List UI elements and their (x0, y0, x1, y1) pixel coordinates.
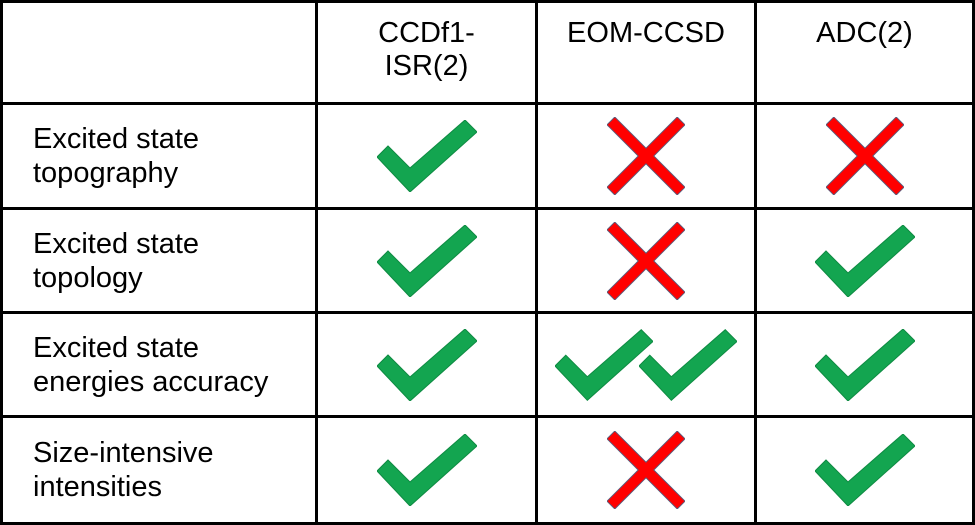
cross-shape (607, 117, 685, 195)
cross-icon (607, 431, 685, 509)
mark-cell (538, 105, 757, 210)
row-label-line: topography (33, 157, 179, 189)
mark-cell (538, 210, 757, 314)
cross-shape (607, 221, 685, 300)
mark-cell (318, 105, 538, 210)
row-label-line: intensities (33, 471, 162, 503)
row-label-topography: Excited state topography (3, 105, 318, 210)
column-header-line: ADC(2) (816, 17, 913, 49)
mark-cell (757, 210, 972, 314)
checkmark-shape (376, 434, 477, 506)
checkmark-icon (376, 328, 477, 401)
mark-cell (538, 314, 757, 418)
row-label-line: topology (33, 261, 143, 294)
checkmark-shape (814, 224, 915, 297)
row-label-size-intensive: Size-intensive intensities (3, 418, 318, 522)
checkmark-shape (376, 120, 477, 192)
mark-cell (318, 314, 538, 418)
checkmark-icon (376, 120, 477, 192)
row-label-line: Excited state (33, 123, 200, 155)
column-header-adc2: ADC(2) (757, 3, 972, 105)
checkmark-icon (376, 434, 477, 506)
checkmark-icon (814, 328, 915, 401)
mark-cell (757, 105, 972, 210)
checkmark-icon (814, 224, 915, 297)
mark-cell (757, 418, 972, 522)
column-header-eom-ccsd: EOM-CCSD (538, 3, 757, 105)
checkmark-icon (555, 328, 653, 401)
cross-shape (825, 117, 904, 195)
checkmark-icon (376, 224, 477, 297)
checkmark-icon (639, 328, 737, 401)
mark-cell (757, 314, 972, 418)
column-header-line: CCDf1- (378, 17, 475, 49)
checkmark-shape (376, 328, 477, 401)
mark-cell (318, 418, 538, 522)
row-label-topology: Excited state topology (3, 210, 318, 314)
row-label-line: Size-intensive (33, 437, 214, 469)
checkmark-icon (814, 434, 915, 506)
checkmark-shape (376, 224, 477, 297)
column-header-line: ISR(2) (384, 50, 469, 82)
cross-icon (825, 117, 904, 195)
cross-shape (607, 431, 685, 509)
column-header-ccdf1-isr2: CCDf1- ISR(2) (318, 3, 538, 105)
column-header-line: EOM-CCSD (567, 17, 725, 49)
row-label-line: Excited state (33, 227, 200, 260)
cross-icon (607, 117, 685, 195)
header-corner (3, 3, 318, 105)
row-label-energies-accuracy: Excited state energies accuracy (3, 314, 318, 418)
mark-cell (318, 210, 538, 314)
row-label-line: energies accuracy (33, 365, 269, 398)
row-label-line: Excited state (33, 331, 200, 364)
mark-cell (538, 418, 757, 522)
checkmark-shape (814, 434, 915, 506)
checkmark-shape (639, 328, 737, 401)
checkmark-shape (814, 328, 915, 401)
checkmark-shape (555, 328, 653, 401)
cross-icon (607, 221, 685, 300)
